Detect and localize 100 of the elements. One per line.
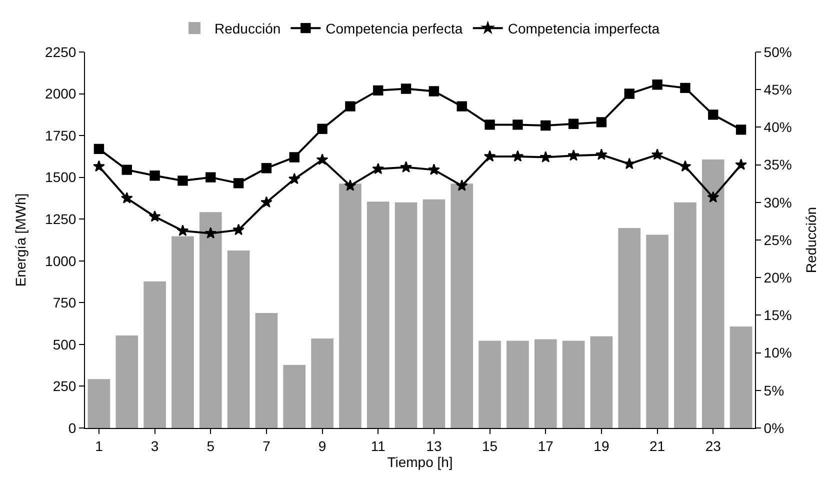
- point: [400, 161, 412, 172]
- bar: [144, 281, 166, 428]
- x-tick-label: 19: [594, 438, 610, 454]
- point: [651, 148, 664, 160]
- legend-label: Reducción: [214, 20, 281, 37]
- point: [93, 160, 105, 172]
- y2-tick-label: 45%: [764, 82, 792, 98]
- point: [344, 179, 356, 191]
- point: [736, 124, 746, 135]
- x-tick-label: 15: [482, 438, 498, 454]
- bar: [366, 202, 390, 428]
- point: [372, 162, 384, 174]
- point: [178, 176, 188, 186]
- bar: [283, 364, 306, 428]
- point: [206, 172, 216, 182]
- y2-axis-title: Reducción: [803, 206, 820, 274]
- y2-tick-label: 10%: [764, 344, 792, 361]
- y2-tick-label: 40%: [764, 119, 792, 136]
- point: [540, 120, 551, 131]
- bar: [618, 228, 641, 428]
- legend-label: Competencia imperfecta: [508, 20, 660, 37]
- bar: [590, 336, 613, 428]
- y2-tick-label: 25%: [764, 232, 792, 248]
- point: [680, 82, 690, 94]
- bar: [534, 339, 557, 428]
- bar: [506, 340, 529, 428]
- bar: [478, 340, 501, 428]
- point: [316, 154, 328, 165]
- bar: [450, 184, 474, 428]
- bar: [88, 379, 110, 428]
- point: [540, 151, 552, 162]
- x-tick-label: 7: [262, 438, 271, 454]
- point: [456, 179, 468, 191]
- y-axis-title: Energía [MWh]: [12, 193, 29, 287]
- point: [288, 172, 300, 184]
- point: [568, 149, 580, 161]
- point: [708, 110, 718, 120]
- bar: [311, 338, 334, 428]
- x-axis-title: Tiempo [h]: [387, 454, 453, 470]
- point: [148, 210, 161, 222]
- point: [652, 79, 662, 90]
- y-tick-label: 1750: [45, 127, 76, 144]
- point: [373, 85, 384, 96]
- point: [484, 150, 496, 162]
- bar: [702, 160, 724, 428]
- y2-tick-label: 0%: [764, 420, 784, 436]
- bar: [730, 326, 752, 428]
- x-tick-label: 9: [318, 438, 326, 454]
- y2-tick-label: 35%: [764, 156, 792, 173]
- bar: [339, 184, 362, 428]
- y2-tick-label: 50%: [764, 44, 792, 60]
- y-tick-label: 2000: [45, 86, 76, 102]
- point: [512, 120, 523, 130]
- point: [512, 150, 524, 162]
- point: [456, 101, 467, 112]
- point: [345, 101, 356, 112]
- y-tick-label: 750: [52, 294, 76, 311]
- bar: [422, 199, 446, 428]
- y2-tick-label: 20%: [764, 270, 792, 286]
- y-tick-label: 0: [68, 420, 76, 436]
- point: [120, 192, 133, 204]
- point: [260, 196, 272, 208]
- point: [707, 191, 720, 203]
- y2-tick-label: 15%: [764, 307, 792, 324]
- point: [624, 88, 634, 99]
- point: [261, 163, 272, 174]
- bar: [394, 202, 418, 428]
- point: [150, 170, 160, 181]
- x-tick-label: 11: [370, 438, 386, 454]
- point: [122, 164, 132, 175]
- y-tick-label: 500: [52, 336, 76, 352]
- x-tick-label: 17: [538, 438, 554, 454]
- point: [484, 120, 495, 130]
- x-tick-label: 13: [426, 438, 442, 454]
- y-tick-label: 1250: [45, 211, 76, 228]
- x-tick-label: 21: [650, 438, 666, 454]
- bar: [255, 312, 278, 428]
- point: [679, 160, 692, 172]
- y2-tick-label: 30%: [764, 194, 792, 210]
- bar: [646, 234, 668, 428]
- bar: [562, 340, 585, 428]
- y-tick-label: 250: [52, 378, 76, 394]
- point: [94, 144, 104, 154]
- x-tick-label: 3: [150, 438, 159, 454]
- x-tick-label: 5: [206, 438, 215, 454]
- point: [428, 86, 440, 96]
- y-tick-label: 1000: [45, 252, 76, 269]
- legend-label: Competencia perfecta: [326, 20, 463, 37]
- point: [596, 117, 607, 128]
- x-tick-label: 1: [95, 438, 104, 454]
- bar: [227, 250, 250, 428]
- bar: [199, 212, 222, 428]
- point: [204, 227, 217, 238]
- y2-tick-label: 5%: [764, 382, 784, 398]
- point: [400, 84, 412, 94]
- point: [428, 164, 440, 175]
- point: [232, 224, 244, 236]
- point: [317, 124, 328, 134]
- y-tick-label: 2250: [45, 44, 76, 60]
- point: [596, 148, 608, 160]
